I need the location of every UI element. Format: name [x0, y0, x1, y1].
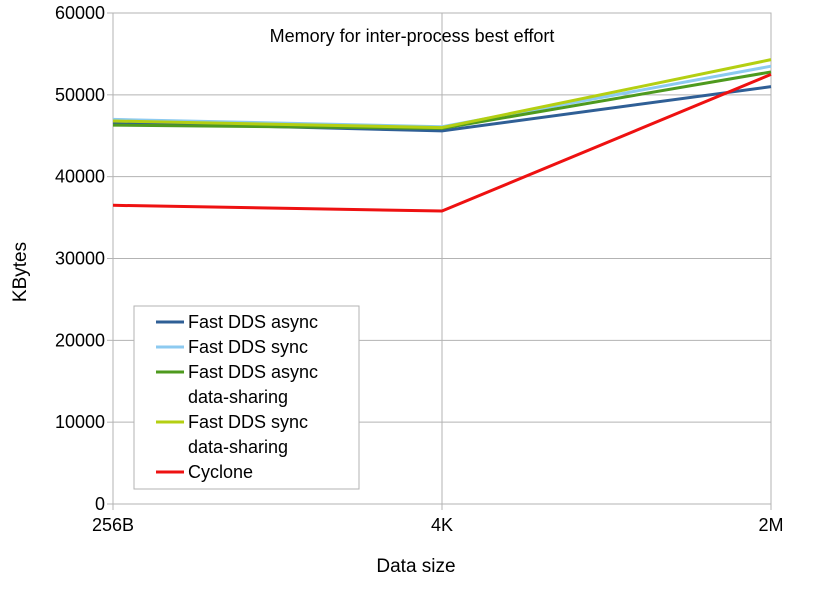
y-tick-label: 30000 — [55, 249, 105, 269]
chart-title: Memory for inter-process best effort — [270, 26, 555, 46]
series-line-fast-dds-sync-data-sharing — [112, 58, 772, 130]
x-tick-label: 4K — [431, 515, 453, 535]
legend: Fast DDS async Fast DDS sync Fast DDS asyn… — [133, 305, 360, 490]
axes — [112, 12, 772, 505]
y-tick-label: 50000 — [55, 85, 105, 105]
legend-box — [133, 305, 360, 490]
y-tick-label: 20000 — [55, 330, 105, 350]
legend-label: data-sharing — [188, 437, 288, 457]
legend-label: Fast DDS async — [188, 312, 318, 332]
series-lines — [112, 58, 772, 213]
y-tick-label: 0 — [95, 494, 105, 514]
series-line-cyclone — [112, 72, 772, 213]
x-tick-label: 256B — [92, 515, 134, 535]
x-axis-title: Data size — [376, 556, 455, 577]
legend-label: Cyclone — [188, 462, 253, 482]
y-tick-label: 40000 — [55, 167, 105, 187]
y-tick-labels: 0 10000 20000 30000 40000 50000 60000 — [55, 3, 105, 514]
y-tick-label: 10000 — [55, 412, 105, 432]
legend-label: data-sharing — [188, 387, 288, 407]
x-tick-labels: 256B 4K 2M — [92, 515, 784, 535]
x-tick-label: 2M — [758, 515, 783, 535]
legend-label: Fast DDS async — [188, 362, 318, 382]
legend-label: Fast DDS sync — [188, 337, 308, 357]
y-axis-title: KBytes — [10, 242, 31, 302]
legend-label: Fast DDS sync — [188, 412, 308, 432]
y-tick-label: 60000 — [55, 3, 105, 23]
plot-area-border — [112, 12, 772, 505]
